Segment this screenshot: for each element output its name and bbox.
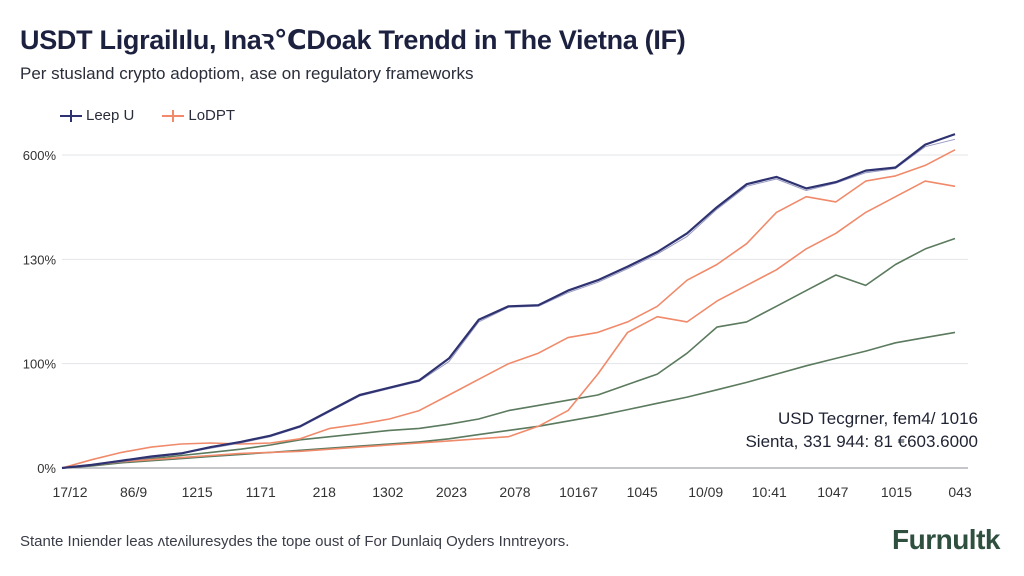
x-tick-label: 1015 (881, 484, 912, 500)
y-tick-label: 0% (37, 461, 56, 476)
x-tick-label: 2078 (499, 484, 530, 500)
x-tick-label: 043 (948, 484, 972, 500)
x-tick-label: 10/09 (688, 484, 723, 500)
x-tick-label: 10:41 (752, 484, 787, 500)
footer-note: Stante Iniender leas ᴧteᴧiluresydes the … (20, 533, 570, 550)
brand-logo: Furnultk (892, 524, 1001, 555)
legend-label: Leep U (86, 107, 135, 124)
x-tick-label: 1045 (627, 484, 658, 500)
x-tick-label: 1215 (182, 484, 213, 500)
x-tick-label: 17/12 (52, 484, 87, 500)
series-line-6 (61, 331, 956, 469)
chart-legend: Leep U LoDPT (60, 107, 235, 124)
y-tick-label: 100% (23, 357, 57, 372)
series-line-1 (61, 133, 956, 470)
legend-label: LoDPT (188, 107, 236, 124)
x-tick-label: 1047 (817, 484, 848, 500)
x-tick-label: 2023 (436, 484, 467, 500)
annotation-line: Sienta, 331 944: 81 €603.6000 (745, 431, 978, 451)
series-line-4 (61, 180, 956, 469)
x-tick-label: 86/9 (120, 484, 147, 500)
legend-item-leep[interactable]: Leep U (60, 107, 134, 124)
legend-swatch-icon (162, 109, 185, 122)
legend-item-lodpt[interactable]: LoDPT (162, 107, 235, 124)
legend-swatch-icon (60, 109, 82, 122)
x-tick-label: 1302 (372, 484, 403, 500)
chart-subtitle: Per stusland crypto adoptiom, ase on reg… (20, 64, 474, 83)
series-line-3 (61, 149, 956, 469)
chart-title: USDT Ligrailılu, Inaꝛ℃Doak Trendd in The… (20, 25, 686, 55)
x-tick-label: 218 (313, 484, 337, 500)
x-tick-label: 10167 (559, 484, 598, 500)
y-tick-label: 130% (23, 252, 57, 267)
y-tick-label: 600% (23, 148, 57, 163)
series-line-5 (61, 237, 956, 469)
x-tick-label: 1171 (246, 484, 276, 500)
chart-annotation: USD Tecgrner, fem4/ 1016 Sienta, 331 944… (745, 408, 978, 454)
annotation-line: USD Tecgrner, fem4/ 1016 (777, 409, 978, 428)
